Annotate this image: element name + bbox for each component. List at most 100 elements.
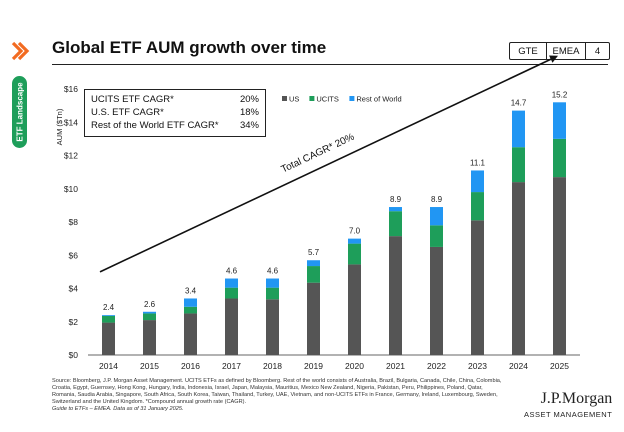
bar-us [225, 298, 238, 355]
total-label: 2.4 [103, 303, 115, 312]
x-tick-label: 2015 [140, 361, 159, 371]
total-label: 4.6 [226, 267, 238, 276]
legend-swatch [309, 96, 315, 101]
total-label: 8.9 [390, 195, 402, 204]
bar-ucits [184, 306, 197, 314]
cagr-value: 20% [239, 94, 259, 105]
bar-ucits [225, 287, 238, 299]
bar-us [184, 313, 197, 355]
y-tick-label: $14 [64, 117, 78, 127]
total-label: 14.7 [511, 99, 527, 108]
x-tick-label: 2020 [345, 361, 364, 371]
bar-us [266, 299, 279, 355]
bar-ucits [471, 192, 484, 221]
x-tick-label: 2018 [263, 361, 282, 371]
bar-ucits [143, 313, 156, 321]
bar-us [430, 246, 443, 355]
total-label: 15.2 [552, 90, 568, 99]
x-tick-label: 2022 [427, 361, 446, 371]
total-label: 11.1 [470, 158, 486, 167]
x-tick-label: 2014 [99, 361, 118, 371]
jpmorgan-logo: J.P.Morgan ASSET MANAGEMENT [524, 390, 612, 419]
chevron-right-icon [11, 41, 30, 61]
y-tick-label: $4 [69, 284, 79, 294]
trend-arrow-head [549, 55, 558, 63]
header-divider [52, 64, 608, 65]
x-tick-label: 2017 [222, 361, 241, 371]
bar-rest-of-world [553, 102, 566, 139]
page-title: Global ETF AUM growth over time [52, 38, 327, 57]
bar-rest-of-world [430, 207, 443, 226]
total-label: 2.6 [144, 300, 156, 309]
bar-rest-of-world [471, 170, 484, 193]
cagr-value: 34% [239, 120, 259, 131]
logo-name: J.P.Morgan [540, 390, 613, 407]
source-text: Source: Bloomberg, J.P. Morgan Asset Man… [52, 378, 502, 405]
logo-sub: ASSET MANAGEMENT [524, 410, 613, 419]
cagr-value: 18% [239, 107, 259, 118]
bar-rest-of-world [307, 260, 320, 267]
cagr-row: Rest of the World ETF CAGR* 34% [91, 119, 259, 132]
bar-us [553, 177, 566, 355]
bar-ucits [307, 266, 320, 283]
bar-ucits [430, 225, 443, 247]
x-tick-label: 2023 [468, 361, 487, 371]
bar-us [389, 236, 402, 355]
bar-ucits [389, 211, 402, 237]
legend-label: US [289, 95, 299, 104]
y-tick-label: $10 [64, 184, 78, 194]
legend-swatch [349, 96, 355, 101]
tag-box: GTE EMEA 4 [509, 42, 610, 60]
trend-arrow-line [99, 57, 555, 273]
legend-label: UCITS [316, 95, 339, 104]
bar-rest-of-world [389, 207, 402, 212]
legend-label: Rest of World [356, 95, 401, 104]
x-tick-label: 2025 [550, 361, 569, 371]
bar-rest-of-world [225, 278, 238, 288]
y-tick-label: $8 [69, 217, 79, 227]
tag-emea: EMEA [547, 43, 586, 59]
bar-ucits [512, 147, 525, 183]
total-label: 7.0 [349, 227, 361, 236]
total-label: 5.7 [308, 248, 320, 257]
cagr-box: UCITS ETF CAGR* 20% U.S. ETF CAGR* 18% R… [84, 89, 266, 137]
bar-us [307, 282, 320, 355]
cagr-label: Rest of the World ETF CAGR* [91, 120, 219, 131]
total-label: 3.4 [185, 286, 197, 295]
guide-text: Guide to ETFs – EMEA. Data as of 31 Janu… [52, 406, 184, 412]
bar-rest-of-world [512, 110, 525, 148]
bar-ucits [266, 287, 279, 300]
bar-rest-of-world [348, 238, 361, 244]
bar-us [348, 264, 361, 355]
legend-swatch [282, 96, 287, 101]
x-tick-label: 2019 [304, 361, 323, 371]
y-tick-label: $2 [69, 317, 79, 327]
bar-us [512, 182, 525, 355]
bar-ucits [348, 243, 361, 265]
bar-ucits [553, 138, 566, 178]
bar-us [471, 220, 484, 355]
tag-gte: GTE [510, 43, 547, 59]
tag-page: 4 [594, 45, 601, 57]
y-tick-label: $6 [69, 250, 79, 260]
y-tick-label: $12 [64, 151, 78, 161]
cagr-label: UCITS ETF CAGR* [91, 94, 174, 105]
cagr-row: UCITS ETF CAGR* 20% [91, 93, 259, 106]
bar-rest-of-world [143, 311, 156, 314]
total-label: 4.6 [267, 267, 279, 276]
bar-rest-of-world [184, 298, 197, 307]
y-tick-label: $16 [64, 84, 78, 94]
bar-us [143, 320, 156, 355]
cagr-label: U.S. ETF CAGR* [91, 107, 164, 118]
bar-rest-of-world [266, 278, 279, 288]
total-label: 8.9 [431, 195, 443, 204]
x-tick-label: 2021 [386, 361, 405, 371]
y-tick-label: $0 [69, 350, 79, 360]
bar-ucits [102, 315, 115, 323]
bar-rest-of-world [102, 315, 115, 316]
y-axis-label: AUM ($Tn) [55, 108, 64, 145]
side-tab: ETF Landscape [12, 76, 27, 148]
x-tick-label: 2024 [509, 361, 528, 371]
x-tick-label: 2016 [181, 361, 200, 371]
source-note: Source: Bloomberg, J.P. Morgan Asset Man… [52, 378, 502, 413]
